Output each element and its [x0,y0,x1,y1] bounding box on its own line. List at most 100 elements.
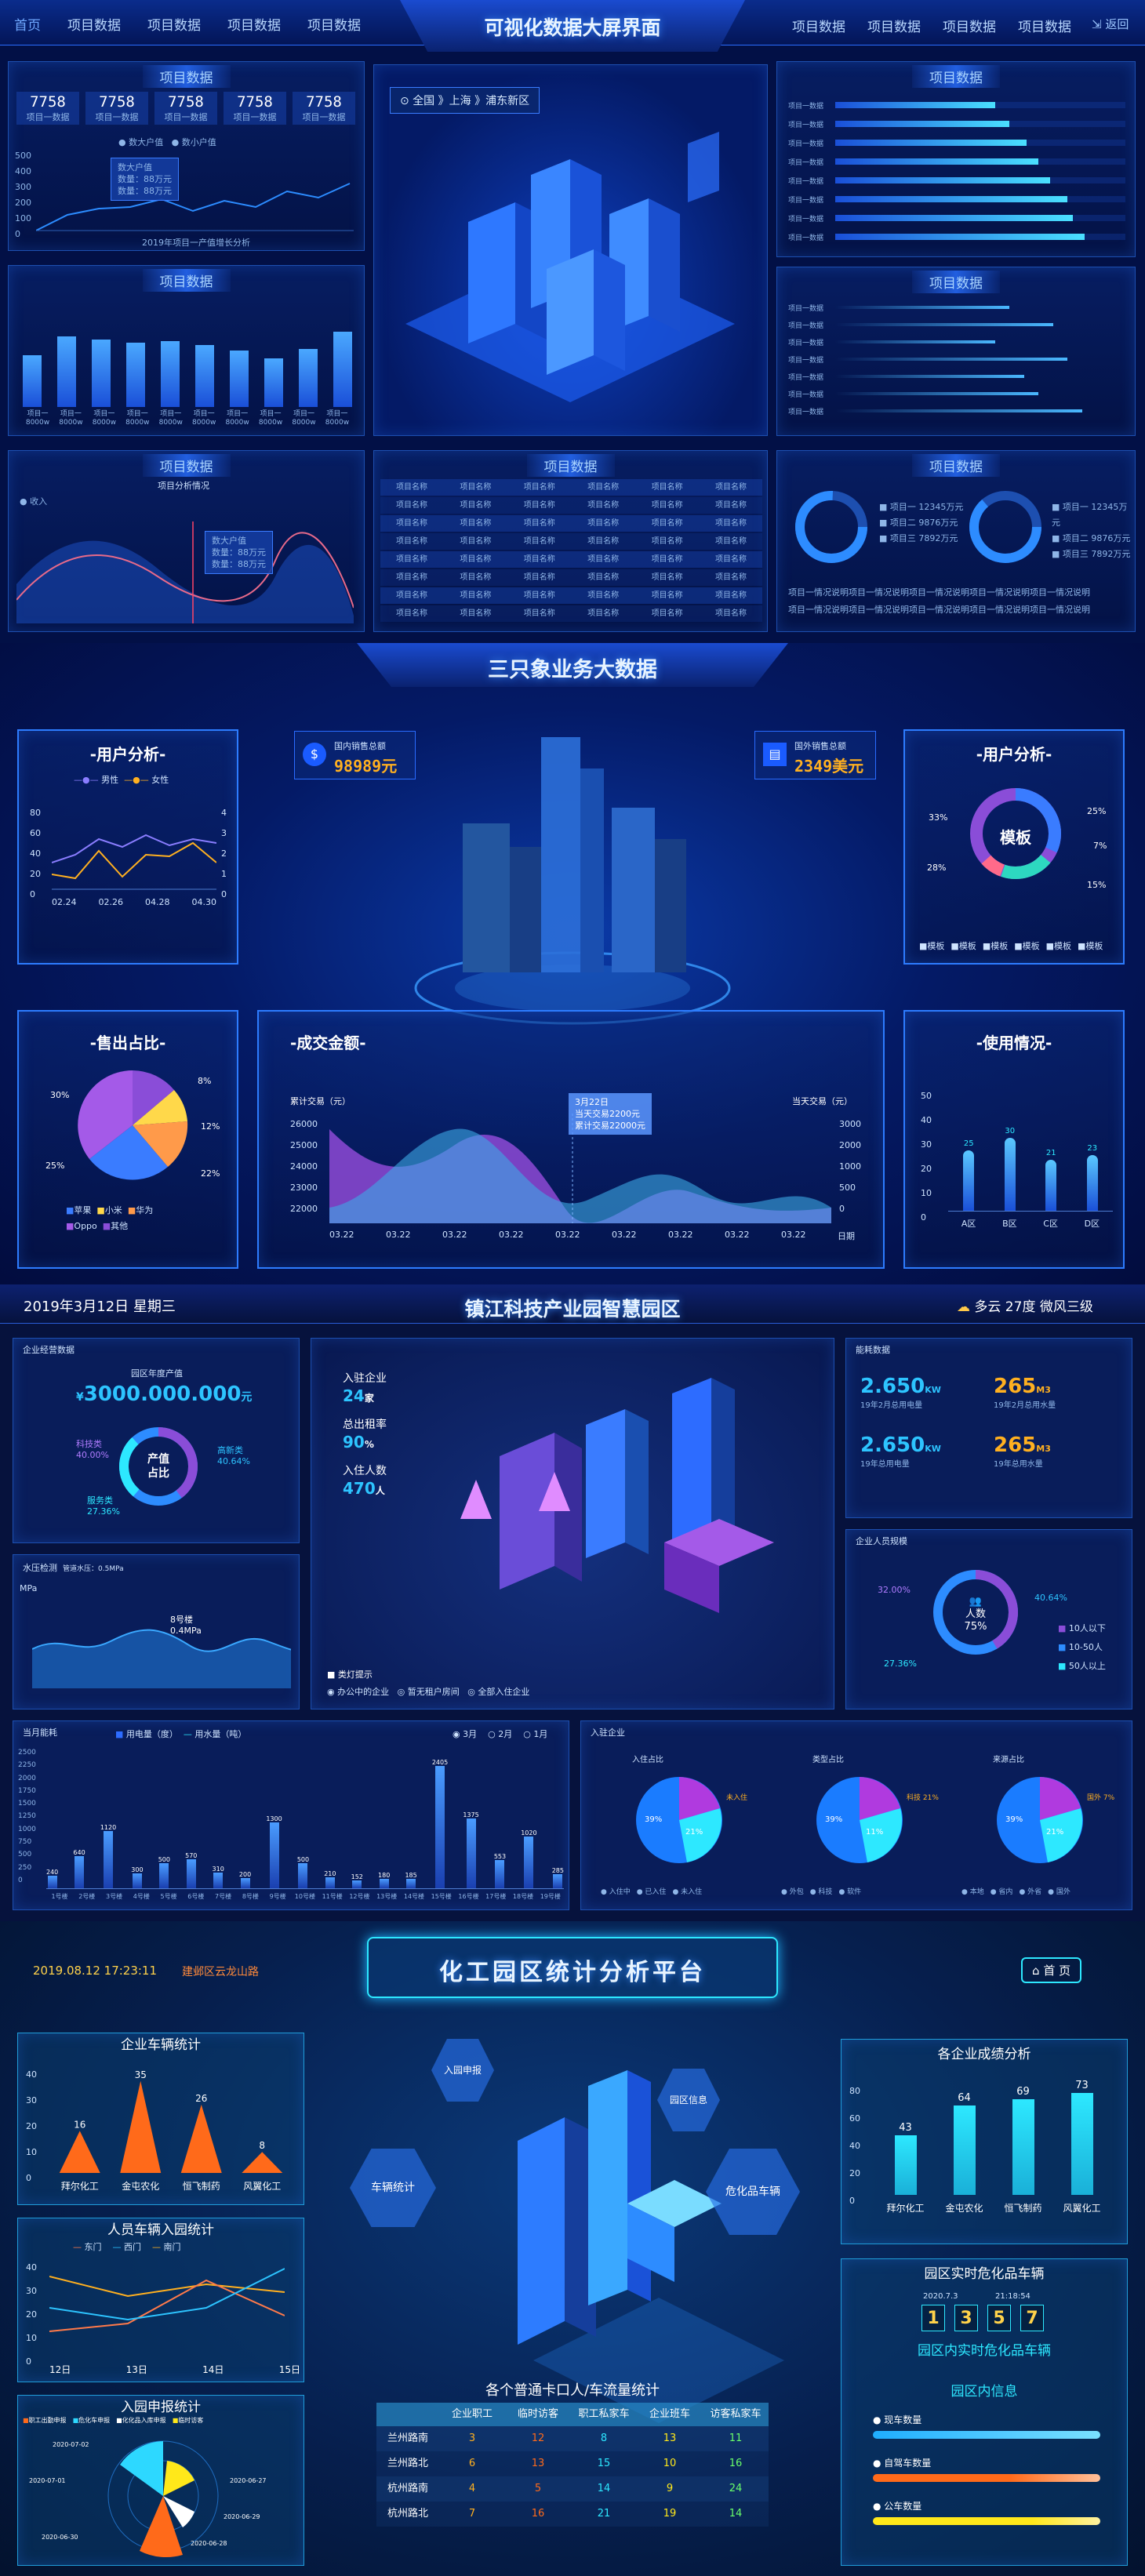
thin-bar-row: 项目一数据 [788,368,1125,385]
section-chemical-park: 2019.08.12 17:23:11 建邺区云龙山路 化工园区统计分析平台 ⌂… [0,1921,1145,2576]
tab-month[interactable]: ○ 1月 [523,1729,548,1739]
pie-legend-item: ● 软件 [838,1888,862,1896]
hbar-fill [835,196,1067,202]
sales-legend: ■苹果 ■小米 ■华为 ■Oppo ■其他 [66,1205,154,1231]
x-tick: 13号楼 [376,1893,398,1900]
nav-home[interactable]: 首页 [14,18,41,34]
thin-bar-track [835,323,1125,326]
bar [92,339,111,407]
energy-value: 2.650KW [860,1433,994,1457]
y-tick: 2250 [18,1761,36,1770]
energy-value: 265M3 [994,1433,1127,1457]
energy-value: 265M3 [994,1375,1127,1398]
nav-item[interactable]: 项目数据 [792,20,845,35]
city-map-panel: ⊙ 全国 》上海 》浦东新区 [373,64,768,436]
x-tick: 18号楼 [512,1893,534,1900]
foreign-sales-card: ▤ 国外销售总额 2349美元 [754,731,876,779]
nav-item[interactable]: 项目数据 [1018,20,1071,35]
month-bar-value: 500 [158,1855,170,1863]
month-bar-value: 152 [351,1873,363,1881]
pressure-tooltip: 8号楼 0.4MPa [170,1615,202,1636]
location-breadcrumb[interactable]: ⊙ 全国 》上海 》浦东新区 [390,87,540,114]
table-header-cell: 企业职工 [451,2408,493,2420]
pie-legend: ● 本地 ● 省内 ● 外省 ● 国外 [961,1886,1077,1896]
pie-value: 21% [1046,1828,1064,1837]
nav-item[interactable]: 项目数据 [227,18,281,34]
info-bars: ● 现车数量 ● 自驾车数量 ● 公车数量 [873,2413,1100,2525]
month-bar [406,1879,416,1888]
table-cell: 项目名称 [460,573,492,582]
stat-box: 7758 项目一数据 [154,92,217,125]
bar-group [23,313,352,407]
nav-item[interactable]: 项目数据 [67,18,121,34]
pie-chart [816,1777,903,1863]
table-cell: 14 [597,2483,611,2494]
table-cell: 兰州路北 [387,2458,428,2469]
thin-bar-track [835,340,1125,343]
thin-bar-label: 项目一数据 [788,339,824,347]
monthly-energy-panel: 当月能耗 ■ 用电量（度） — 用水量（吨） ◉ 3月 ○ 2月 ○ 1月 2500… [13,1720,569,1910]
month-bar-col: 2405 [432,1759,448,1888]
bar-label-value: 8000w [92,419,116,427]
nav-item[interactable]: 项目数据 [867,20,921,35]
nav-item[interactable]: 项目数据 [147,18,201,34]
month-bar [269,1822,279,1888]
table-cell: 项目名称 [523,483,555,492]
home-button[interactable]: ⌂ 首 页 [1021,1957,1082,1983]
kpi-value: 90% [343,1433,387,1453]
back-button[interactable]: ⇲ 返回 [1092,17,1129,31]
hex-vehicle-stats[interactable]: 车辆统计 [350,2149,436,2227]
nav-item[interactable]: 项目数据 [307,18,361,34]
table-row: 杭州路南 4 5 14 9 24 [376,2476,769,2502]
amount-tooltip: 3月22日 当天交易2200元 累计交易22000元 [569,1093,652,1135]
hbar-fill [835,102,995,108]
thin-bar-row: 项目一数据 [788,402,1125,420]
x-tick: 03.22 [386,1230,411,1240]
bar-label-value: 8000w [125,419,150,427]
nav-item[interactable]: 项目数据 [943,20,996,35]
energy-item: 2.650KW 19年2月总用电量 [860,1375,994,1410]
usage-bar-col: 23 [1086,1144,1098,1211]
perf-bar-col: 73 [1070,2080,1093,2195]
table-header-cell: 职工私家车 [578,2408,630,2420]
x-tick: 03.22 [725,1230,750,1240]
table-cell: 项目名称 [651,591,683,600]
kpi-number: 90 [343,1433,365,1451]
joined-companies-panel: 入驻企业 入住占比 39% 21% 未入住 ● 入住中 ● 已入住 ● 未入住 类型占比 39%… [580,1720,1132,1910]
kpi-number: 470 [343,1479,376,1498]
tab-month[interactable]: ○ 2月 [488,1729,513,1739]
table-cell: 项目名称 [396,537,427,546]
thin-bar-track [835,409,1125,412]
perf-bar-value: 64 [958,2092,971,2105]
line-legend: — 东门 — 西门 — 南门 [73,2242,181,2252]
bar-label-name: 项目一 [126,410,148,418]
month-bar-value: 1375 [463,1811,479,1818]
energy-number: 265 [994,1375,1037,1398]
bar-label-name: 项目一 [60,410,82,418]
month-bar-col: 285 [552,1867,564,1888]
counter-digit: 1 [921,2305,945,2331]
flow-table: 企业职工 临时访客 职工私家车 企业班车 访客私家车 兰州路南 3 12 8 13 11 兰州路北 6 1… [376,2403,769,2527]
rose-chart [107,2440,219,2558]
table-cell: 项目名称 [460,591,492,600]
pie-legend-item: ● 科技 [809,1888,833,1896]
y-tick: 2000 [18,1774,36,1782]
y-tick: 250 [18,1863,32,1872]
table-cell: 3 [468,2432,476,2444]
thin-bar-fill [835,306,1009,309]
table-cell: 项目名称 [714,483,747,492]
pie-value: 未入住 [726,1794,748,1802]
energy-item: 265M3 19年总用水量 [994,1433,1127,1469]
usage-bar-value: 25 [963,1139,974,1148]
table-row: 项目名称 项目名称 项目名称 项目名称 项目名称 项目名称 [380,605,762,622]
tab-month[interactable]: ◉ 3月 [453,1729,478,1739]
ring-label: 高新类 40.64% [217,1445,250,1466]
table-cell: 项目名称 [714,591,747,600]
bars-panel: 项目数据 项目一 8000w 项目一 8000w 项目一 8000w 项目一 8000w 项目一… [8,265,365,436]
transaction-amount-panel: -成交金额- 累计交易（元） 当天交易（元） 26000 25000 24000 23… [257,1010,885,1269]
counter-digit: 3 [954,2305,978,2331]
bar-label: 项目一 8000w [223,410,253,427]
month-bar [75,1855,85,1888]
income-label: ● 收入 [20,496,48,507]
month-bar-value: 185 [405,1872,417,1880]
